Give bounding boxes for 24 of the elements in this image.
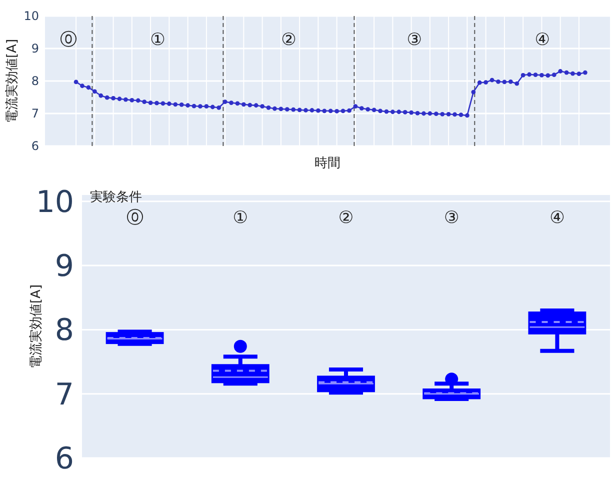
x-tick-label: ⓪ <box>126 208 144 228</box>
annotation: ③ <box>406 30 422 50</box>
annotation: ② <box>281 30 296 50</box>
y-axis-title: 電流実効値[A] <box>4 38 20 124</box>
y-tick-label: 10 <box>24 9 39 24</box>
x-tick-label: ③ <box>444 208 460 228</box>
y-axis-title: 電流実効値[A] <box>28 284 44 369</box>
y-tick-label: 6 <box>31 139 39 154</box>
y-tick-label: 6 <box>54 442 74 476</box>
x-tick-label: ② <box>338 208 354 228</box>
y-tick-label: 8 <box>54 313 74 348</box>
y-tick-label: 9 <box>54 249 74 284</box>
y-tick-label: 7 <box>54 377 74 412</box>
y-tick-label: 7 <box>31 106 39 121</box>
y-tick-label: 10 <box>36 184 74 220</box>
x-tick-label: ④ <box>550 208 565 228</box>
y-tick-label: 9 <box>31 42 39 56</box>
annotation: ④ <box>534 30 550 50</box>
annotation: ① <box>150 30 166 50</box>
y-tick-label: 8 <box>31 74 39 88</box>
x-axis-title: 時間 <box>314 156 340 171</box>
x-tick-label: ① <box>232 208 248 228</box>
annotation: ⓪ <box>60 30 78 50</box>
x-axis-title: 実験条件 <box>90 189 142 205</box>
